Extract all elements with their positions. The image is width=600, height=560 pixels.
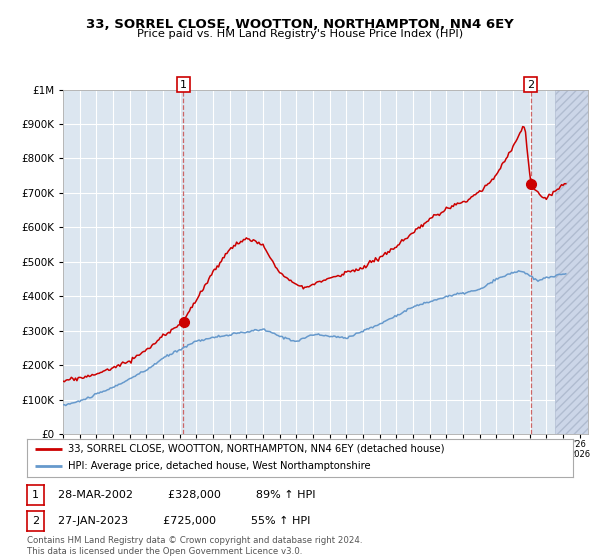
- Text: 2: 2: [32, 516, 39, 526]
- Text: 28-MAR-2002          £328,000          89% ↑ HPI: 28-MAR-2002 £328,000 89% ↑ HPI: [51, 490, 316, 500]
- Text: 27-JAN-2023          £725,000          55% ↑ HPI: 27-JAN-2023 £725,000 55% ↑ HPI: [51, 516, 310, 526]
- Text: Contains HM Land Registry data © Crown copyright and database right 2024.
This d: Contains HM Land Registry data © Crown c…: [27, 536, 362, 556]
- Text: HPI: Average price, detached house, West Northamptonshire: HPI: Average price, detached house, West…: [68, 461, 371, 472]
- Text: 33, SORREL CLOSE, WOOTTON, NORTHAMPTON, NN4 6EY (detached house): 33, SORREL CLOSE, WOOTTON, NORTHAMPTON, …: [68, 444, 445, 454]
- Text: 1: 1: [180, 80, 187, 90]
- Text: 1: 1: [32, 490, 39, 500]
- Text: Price paid vs. HM Land Registry's House Price Index (HPI): Price paid vs. HM Land Registry's House …: [137, 29, 463, 39]
- Text: 33, SORREL CLOSE, WOOTTON, NORTHAMPTON, NN4 6EY: 33, SORREL CLOSE, WOOTTON, NORTHAMPTON, …: [86, 18, 514, 31]
- Text: 2: 2: [527, 80, 535, 90]
